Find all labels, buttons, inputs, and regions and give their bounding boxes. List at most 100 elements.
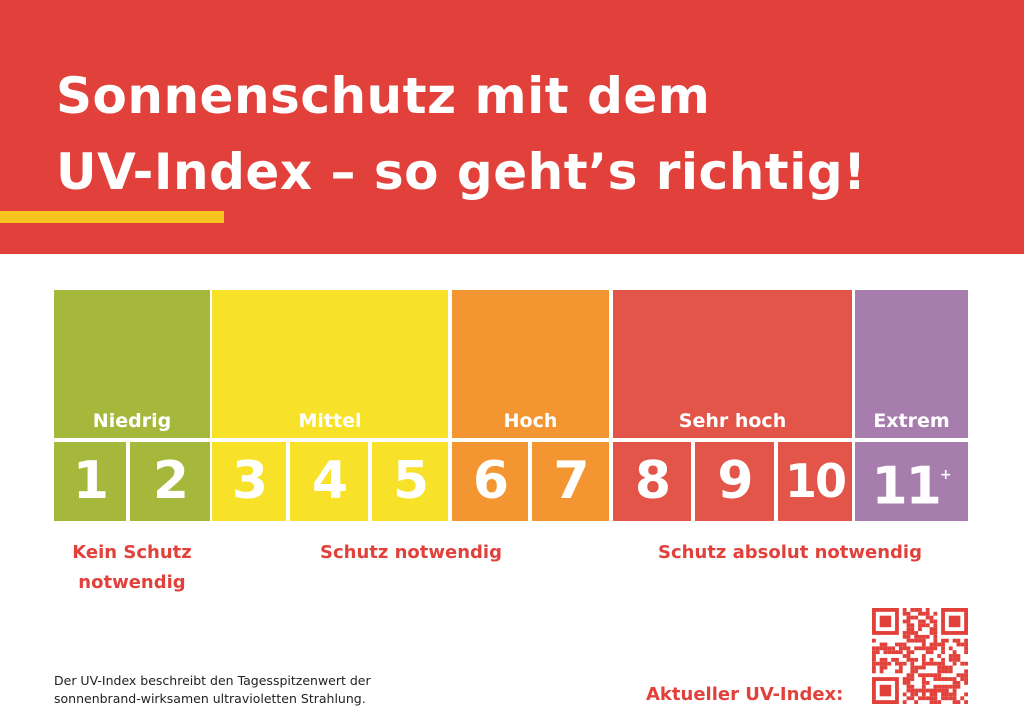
uv-value-cell: 1: [54, 442, 126, 521]
title-line-1: Sonnenschutz mit dem: [56, 67, 711, 125]
sun-core: [708, 322, 757, 370]
qr-module: [937, 665, 942, 670]
qr-module: [883, 650, 888, 655]
sun-ray: [347, 363, 359, 375]
qr-module: [948, 677, 953, 681]
qr-module: [944, 688, 949, 693]
qr-module: [933, 627, 938, 632]
uv-value-cell: 10: [778, 442, 852, 521]
qr-module: [948, 669, 953, 674]
qr-module: [875, 650, 880, 655]
qr-module: [933, 619, 938, 624]
qr-module: [952, 696, 957, 701]
uv-value: 2: [152, 451, 189, 511]
sun-ray: [301, 317, 313, 329]
qr-module: [898, 642, 903, 647]
qr-module: [872, 657, 876, 662]
qr-module: [941, 696, 945, 701]
qr-module: [906, 638, 911, 643]
sun-ray: [870, 366, 891, 387]
qr-module: [929, 627, 934, 632]
qr-module: [910, 692, 915, 697]
qr-module: [910, 688, 915, 693]
qr-module: [960, 677, 965, 681]
qr-module: [902, 608, 907, 612]
level-label-sehr-hoch: Sehr hoch: [678, 410, 787, 432]
qr-module: [937, 654, 942, 658]
qr-module: [929, 657, 934, 662]
uv-value: 7: [553, 451, 589, 511]
qr-module: [960, 661, 965, 666]
qr-module: [879, 657, 884, 662]
qr-module: [929, 661, 934, 666]
uv-value: 4: [311, 451, 348, 511]
note-schutz-notwendig: Schutz notwendig: [320, 542, 502, 563]
qr-module: [921, 692, 926, 697]
qr-module: [948, 665, 953, 670]
qr-module: [956, 680, 961, 685]
qr-module: [872, 654, 876, 658]
qr-module: [906, 631, 911, 635]
sun-core: [887, 322, 936, 370]
qr-module: [925, 634, 930, 639]
qr-module: [902, 646, 907, 651]
qr-module: [902, 619, 907, 624]
qr-module: [910, 650, 915, 655]
level-niedrig: Niedrig: [54, 290, 210, 438]
qr-module: [960, 642, 965, 647]
qr-module: [883, 665, 888, 670]
page-title: Sonnenschutz mit dem UV-Index – so geht’…: [56, 58, 866, 210]
qr-module: [902, 661, 907, 666]
qr-module: [918, 696, 922, 701]
qr-module: [933, 642, 938, 647]
qr-module: [879, 665, 884, 670]
qr-module: [910, 657, 915, 662]
uv-value-cell: 6: [452, 442, 528, 521]
sun-ray: [109, 361, 117, 369]
qr-module: [933, 623, 938, 628]
note-kein-schutz: Kein Schutz notwendig: [54, 538, 210, 598]
qr-module: [883, 657, 888, 662]
header-banner: Sonnenschutz mit dem UV-Index – so geht’…: [0, 0, 1024, 254]
qr-module: [921, 638, 926, 643]
qr-module: [929, 688, 934, 693]
qr-module: [906, 611, 911, 616]
qr-module: [933, 631, 938, 635]
sun-ray: [695, 366, 712, 383]
qr-module: [872, 638, 876, 643]
uv-value: 11: [871, 456, 941, 517]
qr-module: [952, 654, 957, 658]
sun-ray: [347, 317, 359, 329]
qr-finder-center: [879, 615, 892, 628]
qr-module: [933, 684, 938, 689]
qr-module: [941, 669, 945, 674]
qr-module: [921, 677, 926, 681]
qr-module: [952, 650, 957, 655]
qr-module: [902, 700, 907, 704]
qr-module: [937, 669, 942, 674]
qr-module: [952, 661, 957, 666]
qr-module: [964, 638, 968, 643]
qr-module: [964, 642, 968, 647]
qr-module: [944, 665, 949, 670]
qr-module: [937, 700, 942, 704]
qr-module: [895, 661, 899, 666]
qr-module: [918, 619, 922, 624]
qr-module: [906, 684, 911, 689]
qr-module: [918, 673, 922, 678]
qr-code-icon[interactable]: [872, 608, 968, 704]
qr-module: [872, 665, 876, 670]
qr-module: [952, 688, 957, 693]
qr-module: [925, 608, 930, 612]
qr-module: [929, 615, 934, 620]
uv-value: 5: [392, 451, 429, 511]
qr-module: [910, 665, 915, 670]
sun-ray: [753, 309, 770, 326]
qr-module: [910, 677, 915, 681]
qr-module: [941, 688, 945, 693]
qr-module: [925, 696, 930, 701]
qr-module: [941, 646, 945, 651]
qr-module: [906, 657, 911, 662]
qr-module: [906, 627, 911, 632]
qr-module: [887, 646, 892, 651]
